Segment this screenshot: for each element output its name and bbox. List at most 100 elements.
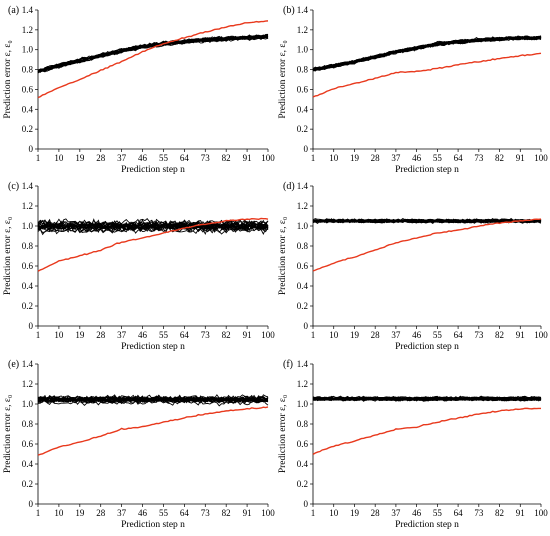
y-tick-label: 0.4 [297,104,309,114]
y-tick-label: 1.4 [22,5,34,15]
y-tick-label: 1.0 [297,45,309,55]
black-series-line [37,35,269,72]
panel-label: (c) [8,181,19,192]
x-tick-label: 82 [495,330,504,340]
y-tick-label: 1.2 [22,201,33,211]
x-tick-label: 10 [329,330,339,340]
y-tick-label: 0.2 [297,479,308,489]
y-tick-label: 0.6 [297,84,309,94]
x-tick-label: 64 [454,330,464,340]
x-tick-label: 37 [391,508,401,518]
x-tick-label: 64 [454,153,464,163]
y-tick-label: 0.6 [22,261,34,271]
black-series-line [312,35,542,70]
x-tick-label: 19 [75,508,85,518]
black-series-line [37,35,269,72]
x-tick-label: 73 [201,508,211,518]
x-tick-label: 1 [36,153,41,163]
y-tick-label: 0.4 [22,281,34,291]
black-series-line [312,37,542,72]
x-tick-label: 82 [222,330,231,340]
y-tick-label: 1.4 [22,359,34,369]
black-series-line [37,34,269,73]
black-series-line [37,36,269,73]
x-tick-label: 10 [329,508,339,518]
black-series-line [37,36,269,74]
x-tick-label: 73 [474,330,484,340]
x-tick-label: 82 [495,153,504,163]
y-tick-label: 1.0 [22,45,34,55]
x-tick-label: 73 [474,508,484,518]
black-series-line [312,396,542,400]
y-tick-label: 1.4 [297,5,309,15]
y-axis-title: Prediction error ε, ε₀ [3,217,13,295]
x-tick-label: 100 [534,508,548,518]
x-axis-title: Prediction step n [395,520,459,530]
panel-d: 0 0.2 0.4 0.6 0.8 1.0 1.2 1.4 1 10 19 28 37 46 55 64 73 8… [278,181,548,352]
x-tick-label: 64 [180,153,190,163]
black-series-line [37,220,269,232]
x-tick-label: 64 [180,330,190,340]
black-series-line [37,35,269,72]
y-tick-label: 0.4 [22,459,34,469]
y-tick-label: 0.8 [22,241,34,251]
y-tick-label: 0 [304,499,309,509]
x-tick-label: 73 [474,153,484,163]
x-tick-label: 55 [433,508,443,518]
black-series-line [37,35,269,71]
red-series-line [37,217,269,272]
x-tick-label: 55 [433,153,443,163]
black-series-line [37,34,269,71]
x-tick-label: 100 [534,330,548,340]
y-tick-label: 0 [304,144,309,154]
y-tick-label: 0 [29,144,34,154]
black-series-line [312,36,542,71]
x-tick-label: 55 [159,508,169,518]
x-tick-label: 28 [371,153,381,163]
x-tick-label: 82 [495,508,504,518]
x-tick-label: 100 [261,508,275,518]
y-tick-label: 0.6 [22,84,34,94]
x-tick-label: 37 [117,508,127,518]
x-tick-label: 37 [117,330,127,340]
x-tick-label: 10 [329,153,339,163]
x-tick-label: 64 [454,508,464,518]
x-tick-label: 82 [222,153,231,163]
x-tick-label: 19 [350,330,360,340]
x-tick-label: 55 [159,153,169,163]
black-series-line [37,399,269,407]
x-tick-label: 55 [433,330,443,340]
x-tick-label: 100 [261,153,275,163]
y-tick-label: 0.8 [22,65,34,75]
x-tick-label: 91 [516,330,525,340]
y-axis-title: Prediction error ε, ε₀ [278,395,288,473]
y-tick-label: 1.4 [22,181,34,191]
x-tick-label: 19 [350,153,360,163]
black-series-line [37,36,269,72]
x-tick-label: 91 [243,330,252,340]
x-tick-label: 28 [96,330,106,340]
x-tick-label: 100 [534,153,548,163]
panel-e: 0 0.2 0.4 0.6 0.8 1.0 1.2 1.4 1 10 19 28 37 46 55 64 73 8… [3,359,275,530]
x-tick-label: 37 [391,330,401,340]
y-tick-label: 0 [304,321,309,331]
y-tick-label: 0.2 [297,301,308,311]
x-tick-label: 82 [222,508,231,518]
y-tick-label: 1.0 [22,399,34,409]
black-series-line [37,35,269,73]
x-axis-title: Prediction step n [395,342,459,352]
y-tick-label: 1.0 [297,221,309,231]
x-tick-label: 1 [311,330,316,340]
panel-label: (b) [283,5,295,16]
x-tick-label: 28 [371,508,381,518]
black-series-line [312,36,542,72]
x-tick-label: 37 [391,153,401,163]
x-tick-label: 46 [138,330,148,340]
y-tick-label: 0 [29,321,34,331]
black-series-line [312,37,542,72]
panel-label: (a) [8,5,19,16]
y-tick-label: 0.2 [22,301,33,311]
panel-label: (d) [283,181,295,192]
panel-label: (f) [283,359,293,370]
